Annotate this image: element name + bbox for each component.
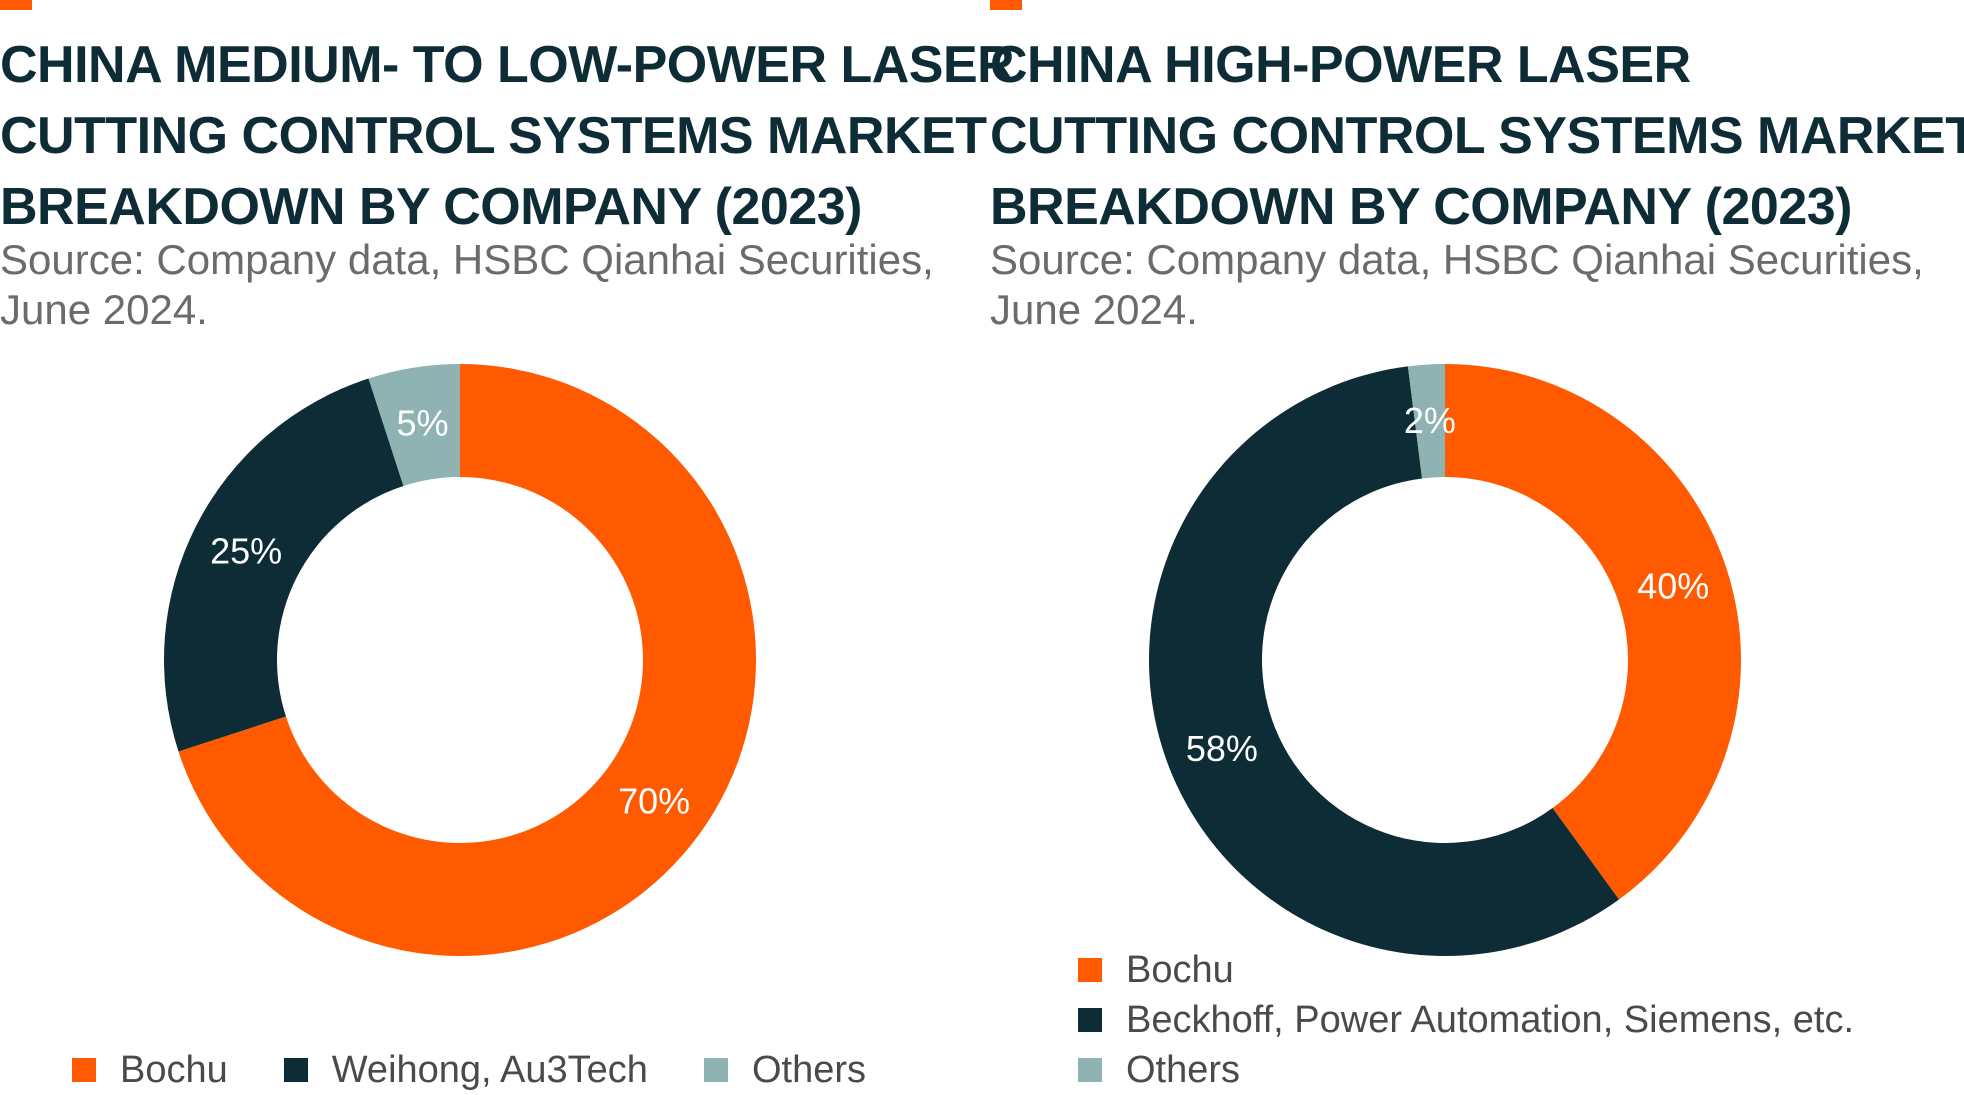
chart-source: Source: Company data, HSBC Qianhai Secur…: [0, 235, 934, 335]
pie-slice-bochu: [1445, 364, 1741, 900]
chart-title: CHINA HIGH-POWER LASER CUTTING CONTROL S…: [990, 30, 1964, 243]
pie-slice-weihong-au3tech: [164, 378, 404, 752]
slice-label: 40%: [1637, 565, 1709, 606]
legend-item: Others: [1078, 1045, 1854, 1095]
chart-title-line: BREAKDOWN BY COMPANY (2023): [0, 178, 862, 236]
pie-slice-others: [368, 364, 460, 486]
chart-panel-right: CHINA HIGH-POWER LASER CUTTING CONTROL S…: [990, 0, 1964, 1091]
accent-bar: [990, 0, 1022, 10]
legend-label: Others: [1126, 1048, 1241, 1091]
legend-label: Weihong, Au3Tech: [331, 1048, 648, 1091]
legend-label: Bochu: [1126, 948, 1234, 991]
legend-item: Weihong, Au3Tech: [283, 1045, 648, 1095]
chart-legend: Bochu Beckhoff, Power Automation, Siemen…: [1078, 945, 1854, 1095]
accent-bar: [0, 0, 32, 10]
chart-title-line: BREAKDOWN BY COMPANY (2023): [990, 178, 1852, 236]
legend-label: Bochu: [120, 1048, 228, 1091]
donut-chart: 70% 25% 5%: [164, 364, 756, 956]
legend-swatch: [283, 1058, 308, 1082]
chart-title-line: CHINA HIGH-POWER LASER: [990, 36, 1691, 94]
legend-swatch: [1078, 958, 1102, 982]
chart-source: Source: Company data, HSBC Qianhai Secur…: [990, 235, 1924, 335]
chart-title-line: CHINA MEDIUM- TO LOW-POWER LASER: [0, 36, 1015, 94]
legend-label: Others: [751, 1048, 866, 1091]
chart-source-line: June 2024.: [0, 286, 208, 333]
legend-item: Bochu: [1078, 945, 1854, 995]
chart-title: CHINA MEDIUM- TO LOW-POWER LASER CUTTING…: [0, 30, 1015, 243]
chart-source-line: June 2024.: [990, 286, 1198, 333]
legend-item: Beckhoff, Power Automation, Siemens, etc…: [1078, 995, 1854, 1045]
legend-swatch: [703, 1058, 728, 1082]
chart-legend: Bochu Weihong, Au3Tech Others: [72, 1045, 922, 1095]
slice-label: 58%: [1186, 728, 1258, 769]
pie-slice-beckhoff-power-automation-siemens-etc: [1149, 366, 1619, 956]
donut-chart: 40% 58% 2%: [1149, 364, 1741, 956]
pie-slice-others: [1407, 364, 1445, 479]
chart-source-line: Source: Company data, HSBC Qianhai Secur…: [990, 236, 1924, 283]
pie-slice-bochu: [178, 364, 756, 956]
legend-swatch: [72, 1058, 96, 1082]
legend-item: Bochu: [72, 1045, 228, 1095]
legend-item: Others: [703, 1045, 866, 1095]
chart-source-line: Source: Company data, HSBC Qianhai Secur…: [0, 236, 934, 283]
legend-label: Beckhoff, Power Automation, Siemens, etc…: [1126, 998, 1855, 1041]
slice-label: 2%: [1404, 400, 1456, 441]
chart-title-line: CUTTING CONTROL SYSTEMS MARKET: [990, 107, 1964, 165]
slice-label: 25%: [210, 531, 282, 572]
slice-label: 70%: [618, 781, 690, 822]
chart-title-line: CUTTING CONTROL SYSTEMS MARKET: [0, 107, 987, 165]
legend-swatch: [1078, 1058, 1102, 1082]
slice-label: 5%: [396, 402, 448, 443]
legend-swatch: [1078, 1008, 1102, 1032]
chart-panel-left: CHINA MEDIUM- TO LOW-POWER LASER CUTTING…: [0, 0, 1015, 1091]
